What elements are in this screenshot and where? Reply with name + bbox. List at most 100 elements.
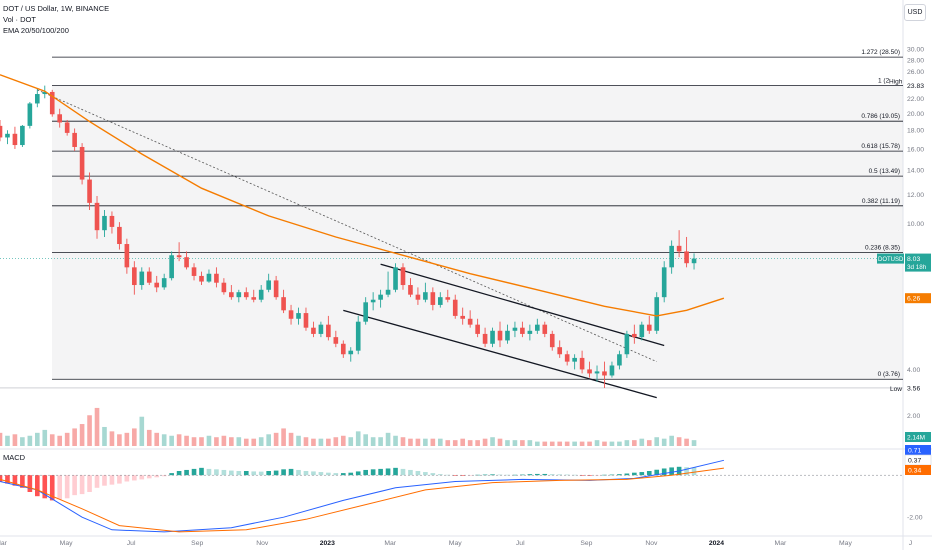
price-tag-symbol: DOTUSD (878, 257, 904, 263)
price-tick-label: 20.00 (907, 111, 924, 118)
candle-body (452, 299, 458, 316)
candle-body (437, 297, 443, 305)
volume-bar (176, 434, 182, 446)
volume-bar (296, 435, 301, 446)
macd-histogram-bar (632, 472, 637, 476)
macd-histogram-bar (124, 475, 130, 482)
candle-body (520, 327, 525, 334)
volume-bar (266, 434, 271, 446)
price-tag-value: 8.03 (907, 256, 920, 263)
candle-body (549, 333, 555, 348)
macd-histogram-bar (661, 468, 667, 476)
macd-histogram-bar (35, 475, 40, 497)
candle-body (161, 278, 167, 288)
candle-body (632, 333, 637, 338)
macd-histogram-bar (393, 467, 398, 476)
candle-body (340, 343, 346, 355)
macd-histogram-bar (587, 475, 592, 476)
macd-histogram-bar (437, 474, 443, 476)
candle-body (482, 333, 488, 344)
macd-histogram-bar (326, 472, 331, 476)
macd-histogram-bar (57, 475, 63, 500)
candle-body (423, 292, 428, 300)
volume-bar (639, 438, 645, 446)
macd-histogram-bar (646, 471, 652, 476)
volume-bar (251, 438, 257, 446)
time-tick-label: Jul (127, 540, 136, 547)
candle-body (594, 371, 600, 374)
macd-histogram-bar (139, 475, 145, 480)
candle-body (35, 94, 40, 104)
candle-body (355, 321, 361, 351)
macd-histogram-bar (27, 475, 33, 492)
volume-bar (423, 438, 428, 446)
macd-histogram-bar (311, 471, 316, 476)
fib-level-label: 0.236 (8.35) (865, 244, 900, 251)
volume-bar (94, 407, 100, 446)
volume-bar (348, 437, 354, 446)
volume-bar (139, 416, 145, 446)
macd-histogram-bar (520, 474, 525, 476)
volume-bar (646, 440, 652, 446)
volume-bar (258, 437, 264, 446)
volume-legend[interactable]: Vol · DOT (3, 15, 36, 24)
candle-body (79, 146, 85, 180)
time-tick-label: May (839, 540, 852, 547)
candle-body (385, 289, 391, 295)
fib-level-label: 1 (2 (878, 78, 890, 85)
price-tick-label: 4.00 (907, 367, 920, 374)
candle-body (490, 330, 495, 344)
candle-body (273, 280, 279, 298)
macd-histogram-bar (49, 475, 55, 501)
volume-bar (467, 440, 473, 446)
signal-line (0, 467, 724, 533)
volume-bar (214, 437, 219, 446)
macd-histogram-bar (20, 475, 25, 488)
volume-bar (206, 435, 212, 446)
candle-body (326, 324, 331, 338)
trendline (380, 263, 665, 347)
volume-bar (497, 438, 503, 446)
macd-histogram-bar (564, 474, 570, 476)
macd-histogram-bar (12, 475, 18, 486)
macd-histogram-bar (0, 475, 3, 482)
volume-bar (385, 432, 391, 446)
fib-level-label: 0.382 (11.19) (862, 198, 900, 205)
volume-bar (27, 435, 33, 446)
volume-bar (609, 441, 615, 446)
volume-bar (132, 428, 137, 446)
macd-histogram-bar (42, 475, 48, 499)
price-tick-label: 22.00 (907, 96, 924, 103)
macd-tag-bg (905, 445, 931, 455)
candle-body (49, 91, 55, 115)
volume-bar (5, 435, 10, 446)
candle-body (229, 292, 234, 298)
candle-body (378, 294, 383, 300)
currency-button[interactable]: USD (904, 4, 926, 21)
macd-tag-value: 0.37 (908, 458, 921, 465)
volume-bar (393, 435, 398, 446)
volume-bar (378, 437, 383, 446)
macd-title[interactable]: MACD (3, 453, 26, 462)
volume-bar (602, 441, 607, 446)
volume-bar (12, 434, 18, 446)
candle-body (542, 324, 548, 334)
macd-histogram-bar (624, 473, 630, 476)
candle-body (5, 133, 10, 138)
time-tick-label: Nov (645, 540, 658, 547)
symbol-title[interactable]: DOT / US Dollar, 1W, BINANCE (3, 4, 110, 13)
macd-histogram-bar (609, 474, 615, 476)
macd-histogram-bar (154, 475, 160, 478)
time-tick-label: May (60, 540, 73, 547)
volume-bar (87, 415, 92, 446)
macd-histogram-bar (94, 475, 100, 488)
macd-histogram-bar (370, 469, 376, 476)
candle-body (251, 297, 257, 300)
price-tick-label: 12.00 (907, 192, 924, 199)
candle-body (281, 297, 286, 311)
ema-legend[interactable]: EMA 20/50/100/200 (3, 26, 69, 35)
candle-body (408, 285, 413, 295)
price-tag-bg (905, 253, 931, 272)
volume-bar (79, 424, 85, 446)
